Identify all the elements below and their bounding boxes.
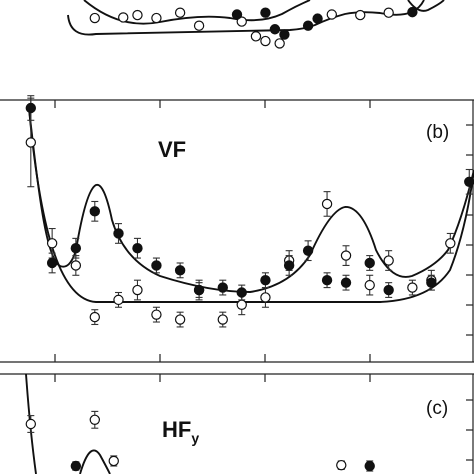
- panel-c-points: [25, 410, 375, 472]
- panel-a-points: [89, 6, 418, 49]
- open-data-point-b-0-0: [25, 137, 37, 148]
- filled-data-point-b-1-1: [46, 257, 58, 269]
- filled-data-point-b-1-19: [464, 176, 474, 187]
- filled-data-point-a-1-4: [302, 20, 314, 31]
- filled-data-point-b-1-10: [236, 287, 247, 298]
- open-data-point-b-0-11: [260, 292, 271, 303]
- filled-data-point-a-1-5: [312, 13, 323, 24]
- open-data-point-b-0-1: [46, 238, 58, 249]
- filled-data-point-b-1-9: [217, 282, 228, 293]
- filled-data-point-b-1-5: [132, 243, 143, 254]
- panel-b-fit-curve-wave: [28, 107, 474, 293]
- open-data-point-b-0-13: [321, 198, 333, 210]
- filled-data-point-a-1-1: [260, 7, 271, 18]
- panel-b-points: [25, 95, 474, 328]
- open-data-point-a-0-6: [236, 16, 247, 27]
- panel-c: HFy (c): [0, 373, 474, 474]
- filled-data-point-b-1-2: [70, 243, 82, 254]
- filled-data-point-b-1-13: [302, 245, 314, 256]
- filled-data-point-b-1-8: [193, 284, 205, 296]
- filled-data-point-c-1-1: [364, 460, 375, 472]
- open-data-point-b-0-9: [217, 314, 228, 325]
- panel-c-fit-curve-peak: [79, 449, 111, 474]
- filled-data-point-b-1-14: [321, 275, 333, 286]
- filled-data-point-b-1-17: [383, 284, 394, 296]
- open-data-point-b-0-5: [132, 284, 143, 296]
- panel-c-title-main: HF: [162, 417, 191, 442]
- open-data-point-a-0-8: [260, 35, 271, 47]
- open-data-point-b-0-2: [70, 260, 82, 271]
- filled-data-point-a-1-3: [279, 29, 290, 40]
- open-data-point-b-0-14: [340, 250, 352, 261]
- open-data-point-c-0-0: [25, 418, 37, 430]
- filled-data-point-c-1-0: [70, 460, 82, 472]
- open-data-point-b-0-10: [236, 299, 247, 310]
- open-data-point-b-0-15: [364, 279, 375, 291]
- open-data-point-b-0-17: [407, 282, 418, 293]
- filled-data-point-b-1-0: [25, 102, 37, 114]
- open-data-point-b-0-19: [445, 238, 456, 249]
- open-data-point-c-0-2: [108, 455, 119, 467]
- open-data-point-a-0-10: [326, 9, 337, 20]
- panel-c-title: HFy: [162, 417, 199, 446]
- panel-c-panel-label: (c): [426, 398, 448, 419]
- open-data-point-a-0-4: [174, 7, 186, 18]
- open-data-point-a-0-3: [151, 12, 162, 24]
- filled-data-point-b-1-18: [426, 277, 437, 288]
- open-data-point-a-0-7: [250, 31, 262, 42]
- panel-c-ticks: [54, 374, 473, 461]
- open-data-point-a-0-9: [274, 38, 285, 49]
- filled-data-point-b-1-6: [151, 260, 162, 271]
- open-data-point-b-0-3: [89, 311, 101, 323]
- panel-b-panel-label: (b): [426, 122, 449, 143]
- filled-data-point-b-1-4: [113, 228, 124, 239]
- filled-data-point-b-1-12: [283, 260, 295, 271]
- open-data-point-c-0-1: [89, 414, 101, 425]
- panel-a-fit-curve-peak: [407, 0, 445, 12]
- open-data-point-b-0-4: [113, 294, 124, 306]
- filled-data-point-a-1-2: [269, 24, 281, 35]
- filled-data-point-b-1-3: [89, 206, 101, 217]
- open-data-point-b-0-6: [151, 309, 162, 320]
- open-data-point-b-0-7: [174, 314, 186, 325]
- panel-b: VF (b): [0, 95, 474, 363]
- open-data-point-a-0-5: [193, 20, 205, 31]
- open-data-point-a-0-12: [383, 7, 394, 18]
- panel-c-title-subscript: y: [191, 430, 199, 446]
- filled-data-point-b-1-16: [364, 257, 375, 269]
- open-data-point-a-0-2: [132, 9, 143, 21]
- panel-b-title: VF: [158, 137, 186, 162]
- panel-b-fit-curve-flat: [28, 107, 474, 303]
- open-data-point-a-0-0: [89, 12, 101, 24]
- open-data-point-b-0-16: [383, 255, 394, 266]
- panel-a-fit-curve-wave: [83, 0, 311, 25]
- filled-data-point-b-1-7: [174, 265, 186, 276]
- open-data-point-c-0-3: [336, 459, 347, 471]
- filled-data-point-a-1-0: [231, 9, 243, 20]
- filled-data-point-a-1-6: [407, 6, 418, 18]
- open-data-point-a-0-11: [355, 9, 366, 21]
- filled-data-point-b-1-11: [260, 275, 271, 286]
- filled-data-point-b-1-15: [340, 277, 352, 288]
- open-data-point-a-0-1: [118, 12, 129, 23]
